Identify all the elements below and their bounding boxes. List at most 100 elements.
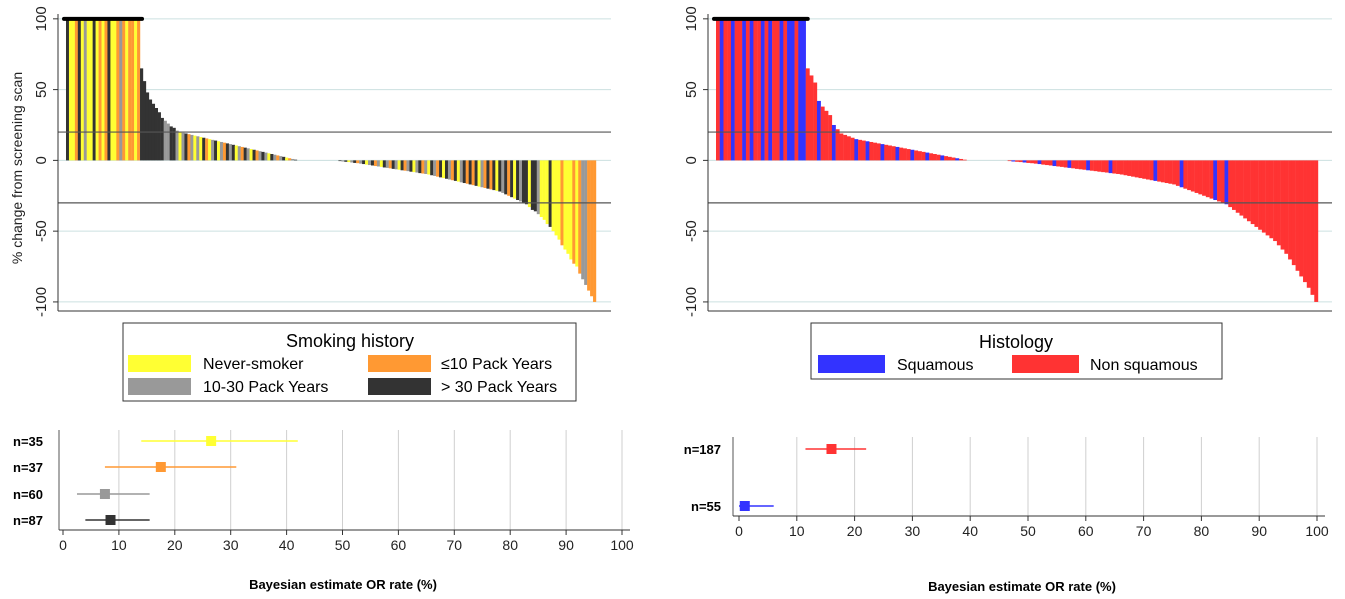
waterfall-bar	[865, 141, 870, 161]
waterfall-bar	[757, 18, 762, 161]
waterfall-bar	[74, 18, 79, 161]
waterfall-bar	[148, 99, 153, 161]
waterfall-bar	[169, 126, 173, 161]
waterfall-bar	[1295, 160, 1300, 271]
waterfall-bar	[273, 154, 277, 161]
waterfall-bar	[716, 18, 720, 161]
waterfall-bar	[409, 160, 413, 172]
waterfall-bar	[234, 145, 238, 161]
waterfall-bar	[468, 160, 472, 185]
waterfall-bar	[246, 148, 250, 161]
waterfall-bar	[208, 139, 212, 161]
waterfall-bar	[1202, 160, 1207, 196]
waterfall-bar	[548, 160, 552, 227]
waterfall-bar	[1015, 160, 1020, 162]
waterfall-bar	[95, 18, 99, 161]
waterfall-bar	[1205, 160, 1210, 198]
waterfall-bar	[166, 123, 170, 161]
forest-x-tick-label: 0	[735, 523, 743, 539]
forest-x-tick-label: 0	[59, 537, 67, 553]
waterfall-bar	[775, 18, 780, 161]
waterfall-bar	[914, 150, 919, 161]
waterfall-bar	[1291, 160, 1296, 266]
waterfall-bar	[214, 140, 218, 161]
waterfall-bar	[790, 18, 795, 161]
waterfall-bar	[66, 18, 70, 161]
histology-forest-plot: 0 10 20 30 40 50 60 70 80 90 100 n=187 n=55	[684, 437, 1329, 539]
waterfall-bar	[252, 149, 256, 161]
waterfall-bar	[113, 18, 117, 161]
forest-x-tick-label: 70	[1136, 523, 1152, 539]
waterfall-bar	[1280, 160, 1285, 250]
waterfall-bar	[107, 18, 111, 161]
histology-waterfall-chart: 100 50 0 -50 -100	[683, 6, 1332, 317]
waterfall-bar	[846, 136, 851, 161]
waterfall-bar	[1269, 160, 1274, 239]
y-tick-label: 0	[683, 156, 700, 164]
waterfall-bar	[1074, 160, 1079, 169]
waterfall-bar	[406, 160, 410, 172]
forest-x-tick-label: 100	[1305, 523, 1329, 539]
waterfall-bar	[1056, 160, 1061, 167]
waterfall-bar	[288, 158, 292, 161]
legend-swatch-le10-pack-years	[368, 355, 431, 372]
waterfall-bar	[1033, 160, 1038, 164]
waterfall-bar	[267, 153, 271, 161]
waterfall-bar	[483, 160, 487, 188]
waterfall-bar	[344, 160, 348, 162]
waterfall-bar	[1299, 160, 1304, 277]
waterfall-bar	[572, 160, 576, 264]
waterfall-bar	[71, 18, 76, 161]
waterfall-bar	[738, 18, 743, 161]
waterfall-bar	[536, 160, 540, 215]
histology-waterfall-y-axis: 100 50 0 -50 -100	[683, 6, 1332, 317]
forest-x-tick-label: 50	[1020, 523, 1036, 539]
waterfall-bar	[1093, 160, 1098, 172]
waterfall-bar	[498, 160, 502, 192]
waterfall-bar	[397, 160, 401, 170]
waterfall-bar	[439, 160, 443, 178]
waterfall-bar	[365, 160, 369, 165]
waterfall-bar	[1011, 160, 1016, 162]
waterfall-bar	[1089, 160, 1094, 171]
forest-point-estimate	[155, 462, 166, 472]
waterfall-bar	[196, 136, 200, 161]
waterfall-bar	[545, 160, 549, 225]
waterfall-bar	[225, 143, 230, 161]
waterfall-bar	[873, 142, 877, 161]
waterfall-bar	[802, 18, 806, 161]
waterfall-bar	[884, 144, 889, 161]
waterfall-bar	[341, 160, 345, 162]
waterfall-bar	[131, 18, 135, 161]
waterfall-bar	[122, 18, 126, 161]
waterfall-bar	[779, 18, 784, 161]
waterfall-bar	[282, 156, 286, 161]
waterfall-bar	[199, 137, 203, 161]
waterfall-bar	[850, 137, 855, 161]
waterfall-bar	[527, 160, 532, 208]
waterfall-bar	[104, 18, 108, 161]
forest-row-label: n=187	[684, 442, 721, 457]
waterfall-bar	[465, 160, 469, 184]
waterfall-bar	[910, 149, 915, 161]
waterfall-bar	[929, 153, 934, 161]
waterfall-bar	[1198, 160, 1203, 195]
waterfall-bar	[279, 156, 283, 161]
waterfall-bar	[350, 160, 354, 163]
waterfall-bar	[734, 18, 739, 161]
y-tick-label: -100	[33, 287, 50, 317]
y-tick-label: 50	[33, 81, 50, 98]
forest-x-tick-label: 30	[223, 537, 239, 553]
waterfall-bar	[202, 137, 206, 161]
waterfall-bar	[899, 147, 904, 161]
forest-x-tick-label: 20	[847, 523, 863, 539]
waterfall-bar	[243, 147, 247, 161]
waterfall-bar	[947, 156, 952, 161]
waterfall-bar	[1071, 160, 1076, 169]
waterfall-bar	[575, 160, 579, 267]
waterfall-bar	[228, 144, 233, 161]
waterfall-bar	[1127, 160, 1132, 176]
histology-waterfall-bars	[716, 18, 1319, 302]
waterfall-bar	[370, 160, 375, 166]
waterfall-bar	[723, 18, 728, 161]
